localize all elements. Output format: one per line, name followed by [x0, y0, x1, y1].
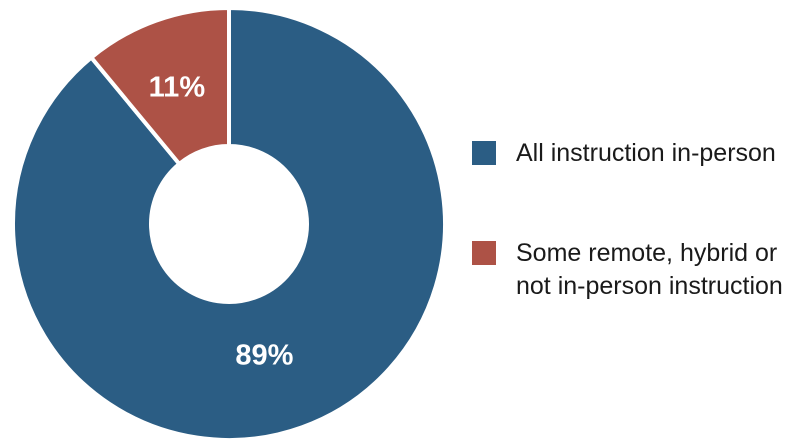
- legend-label-some-remote-line-1: Some remote, hybrid or: [516, 239, 777, 267]
- legend-label-some-remote-line-2: not in-person instruction: [516, 272, 783, 300]
- slice-labels: 89% 11%: [149, 72, 294, 372]
- legend-swatch-all-in-person: [472, 141, 496, 165]
- legend-label-all-in-person-line-1: All instruction in-person: [516, 139, 776, 167]
- data-label-some-remote: 11%: [149, 72, 206, 104]
- slice-all-in-person: [11, 5, 447, 439]
- legend: All instruction in-person Some remote, hy…: [472, 139, 783, 300]
- legend-swatch-some-remote: [472, 241, 496, 265]
- donut-slices: [11, 5, 447, 439]
- data-label-all-in-person: 89%: [235, 340, 293, 372]
- slice-some-remote: [88, 5, 231, 167]
